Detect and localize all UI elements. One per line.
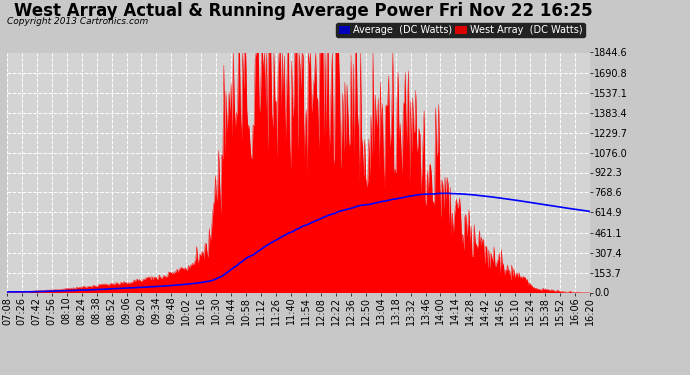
Text: Copyright 2013 Cartronics.com: Copyright 2013 Cartronics.com — [7, 17, 148, 26]
Legend: Average  (DC Watts), West Array  (DC Watts): Average (DC Watts), West Array (DC Watts… — [337, 22, 585, 38]
Text: West Array Actual & Running Average Power Fri Nov 22 16:25: West Array Actual & Running Average Powe… — [14, 2, 593, 20]
